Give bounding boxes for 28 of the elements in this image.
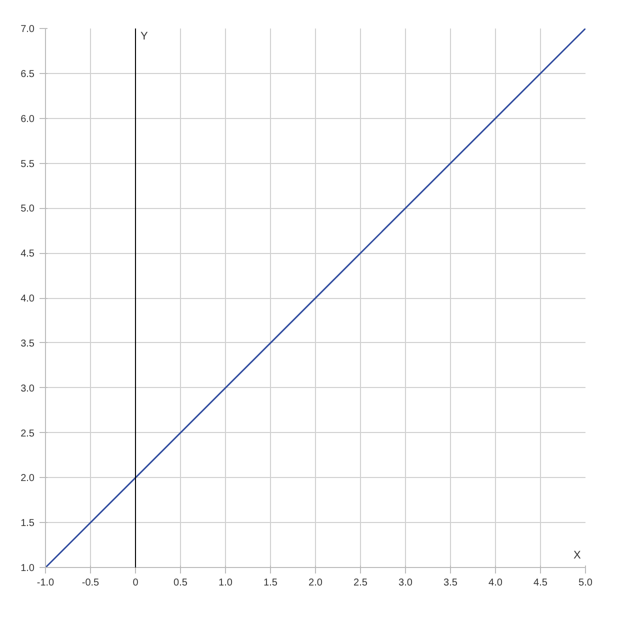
y-tick-label: 1.5 [20,518,35,530]
x-tick-label: 2.5 [354,578,368,588]
x-tick-label: 3.0 [398,578,413,588]
x-tick-label: 3.5 [444,578,458,588]
y-tick-label: 6.5 [20,68,35,80]
y-axis-title: Y [140,30,148,42]
x-tick-label: -1.0 [36,578,55,588]
x-tick-label: 4.0 [488,578,503,588]
x-tick-label: -0.5 [82,578,100,588]
y-tick-label: 4.5 [20,248,35,260]
y-tick-label: 1.0 [20,563,35,574]
y-tick-label: 4.0 [20,294,35,304]
y-tick-label: 2.0 [20,473,35,484]
y-tick-label: 6.0 [20,114,35,125]
y-tick-label: 2.5 [20,428,35,440]
y-tick-label: 5.5 [20,158,35,170]
x-tick-label: 0.5 [174,578,188,588]
y-tick-label: 7.0 [20,24,35,35]
x-axis-title: X [574,550,582,562]
x-tick-label: 1.0 [218,578,233,588]
x-tick-label: 4.5 [534,578,548,588]
x-tick-label: 2.0 [308,578,323,588]
x-tick-label: 5.0 [578,578,593,588]
y-tick-label: 3.0 [20,383,35,394]
y-tick-label: 5.0 [20,204,35,215]
y-tick-label: 3.5 [20,338,35,350]
x-tick-label: 1.5 [264,578,278,588]
x-tick-label: 0 [132,578,139,588]
